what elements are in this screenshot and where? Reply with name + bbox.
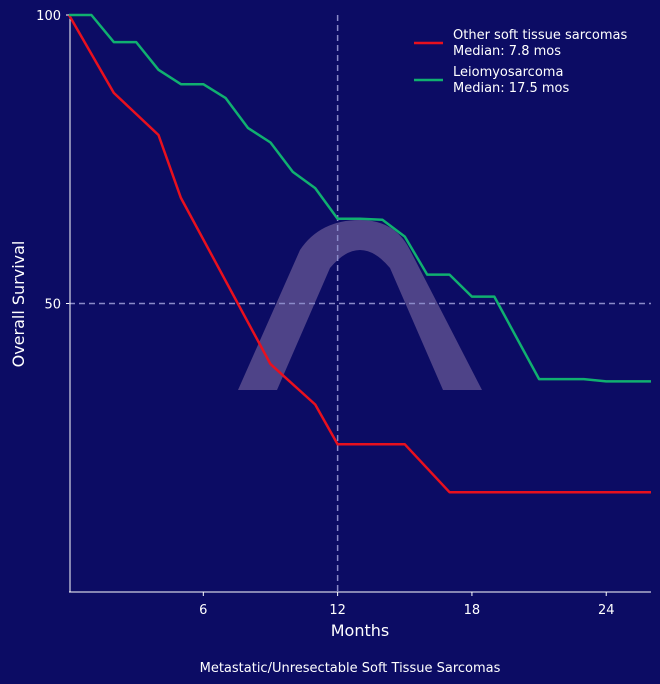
x-tick-label: 6 [199,603,207,618]
reference-lines [69,15,651,592]
chart-caption: Metastatic/Unresectable Soft Tissue Sarc… [200,661,501,676]
legend-label-0: Other soft tissue sarcomas [453,28,628,43]
x-tick-label: 12 [329,603,346,618]
series-line-1 [69,13,651,383]
legend-label-1: Leiomyosarcoma [453,65,563,80]
y-tick-label: 50 [44,298,61,313]
x-tick-label: 18 [464,603,481,618]
series-line-0 [67,14,651,494]
axes: 6 12 18 24 50 100 [36,9,651,618]
y-tick-label: 100 [36,9,61,24]
legend-median-1: Median: 17.5 mos [453,81,569,96]
legend-median-0: Median: 7.8 mos [453,44,561,59]
watermark-logo [238,220,482,390]
y-axis-label: Overall Survival [9,241,28,368]
x-axis-label: Months [331,621,389,640]
series-lines [67,13,651,494]
x-tick-label: 24 [598,603,615,618]
